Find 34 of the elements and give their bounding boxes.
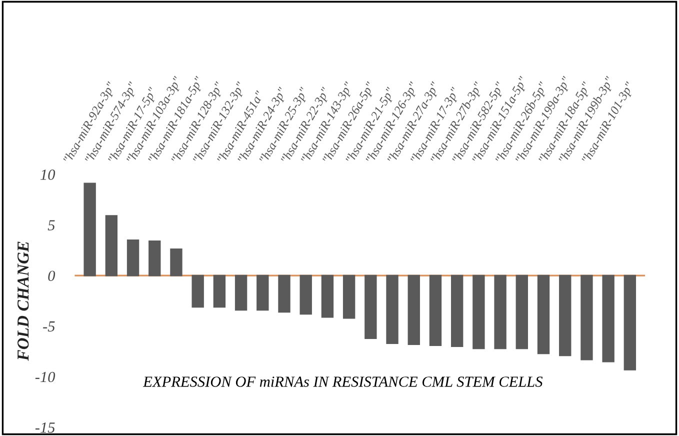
bar bbox=[624, 274, 636, 370]
bar bbox=[234, 274, 248, 311]
y-axis-title: FOLD CHANGE bbox=[18, 242, 29, 361]
bar bbox=[126, 239, 140, 276]
bar bbox=[602, 274, 614, 362]
y-tick-label: 5 bbox=[48, 220, 55, 230]
bar bbox=[192, 274, 204, 308]
bar bbox=[516, 274, 528, 350]
bar bbox=[170, 248, 182, 276]
bar bbox=[278, 274, 290, 313]
annotation: EXPRESSION OF miRNAs IN RESISTANCE CML STEM CELLS bbox=[142, 376, 543, 387]
y-tick-label: -15 bbox=[35, 422, 55, 433]
bar bbox=[386, 274, 398, 344]
bar bbox=[472, 274, 485, 350]
bar bbox=[148, 240, 161, 276]
bar bbox=[580, 274, 593, 360]
y-tick-label: 10 bbox=[40, 170, 56, 180]
y-tick-label: 0 bbox=[48, 270, 56, 282]
bar bbox=[342, 274, 356, 319]
bar bbox=[213, 274, 226, 308]
bar bbox=[494, 274, 506, 350]
bar bbox=[429, 274, 442, 346]
bar bbox=[105, 215, 118, 276]
bar bbox=[537, 274, 550, 354]
y-tick-label: -5 bbox=[43, 321, 55, 332]
bar bbox=[321, 274, 334, 318]
bar bbox=[559, 274, 572, 356]
bar bbox=[450, 274, 464, 348]
bar bbox=[300, 274, 312, 315]
bar bbox=[256, 274, 269, 311]
bar bbox=[408, 274, 420, 346]
bar bbox=[84, 182, 96, 276]
bar bbox=[364, 274, 377, 339]
y-tick-label: -10 bbox=[35, 372, 56, 382]
